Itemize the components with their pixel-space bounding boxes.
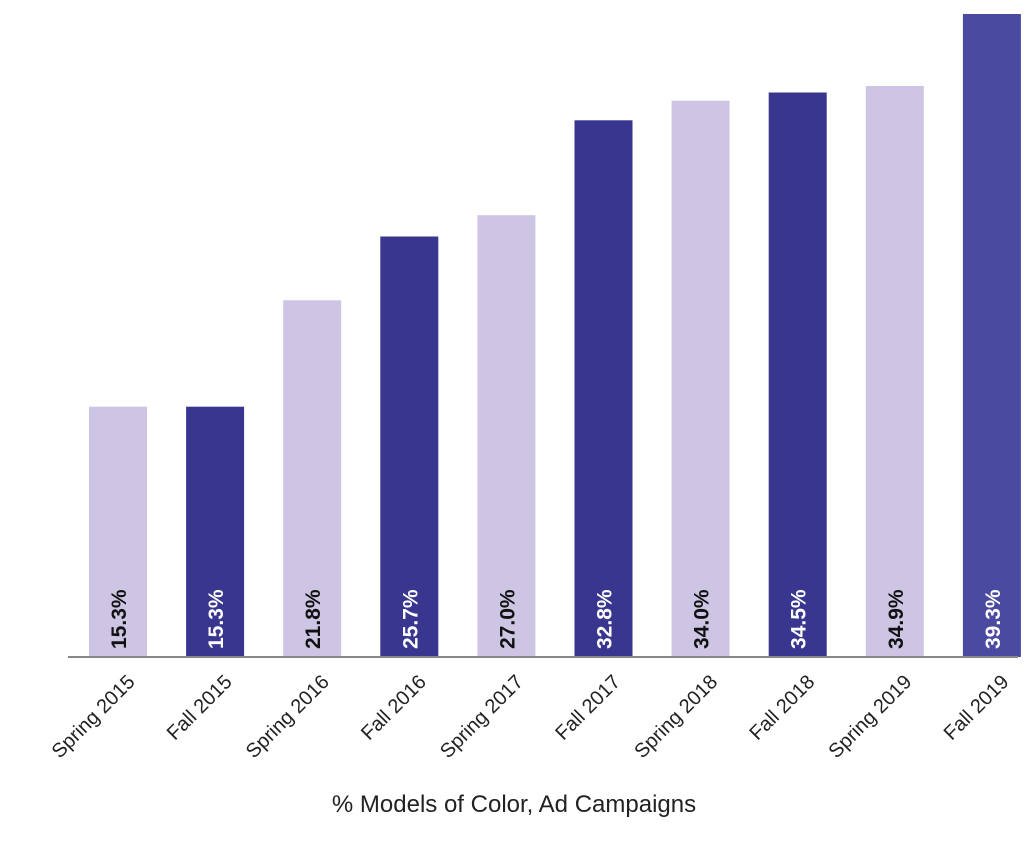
bar-spring-2016 (283, 300, 342, 657)
bar-spring-2018 (671, 100, 730, 657)
bar-fall-2015 (186, 406, 245, 657)
bar-fall-2017 (574, 120, 633, 658)
bar-value-label-spring-2017: 27.0% (496, 589, 519, 649)
x-tick-fall-2015: Fall 2015 (163, 671, 237, 745)
bar-value-label-fall-2016: 25.7% (399, 589, 422, 649)
x-tick-fall-2016: Fall 2016 (357, 671, 431, 745)
x-axis-title: % Models of Color, Ad Campaigns (332, 791, 696, 818)
bar-value-label-spring-2018: 34.0% (691, 589, 714, 649)
x-tick-spring-2016: Spring 2016 (242, 671, 334, 763)
x-tick-labels: Spring 2015 Fall 2015 Spring 2016 Fall 2016… (48, 671, 1014, 763)
bar-value-label-fall-2017: 32.8% (594, 589, 617, 649)
bar-fall-2019 (962, 14, 1021, 657)
x-tick-fall-2017: Fall 2017 (551, 671, 625, 745)
bar-value-label-spring-2015: 15.3% (108, 589, 131, 649)
bar-value-label-spring-2019: 34.9% (885, 589, 908, 649)
bar-value-label-fall-2015: 15.3% (205, 589, 228, 649)
bar-spring-2019 (865, 86, 924, 657)
bar-value-label-fall-2019: 39.3% (982, 589, 1005, 649)
x-tick-spring-2018: Spring 2018 (630, 671, 722, 763)
x-tick-spring-2017: Spring 2017 (436, 671, 528, 763)
x-tick-spring-2019: Spring 2019 (825, 671, 917, 763)
bars-group (89, 14, 1021, 658)
bar-value-label-spring-2016: 21.8% (302, 589, 325, 649)
bar-spring-2015 (89, 406, 147, 657)
x-tick-spring-2015: Spring 2015 (48, 671, 140, 763)
bar-value-label-fall-2018: 34.5% (788, 589, 811, 649)
bar-fall-2018 (768, 92, 827, 657)
x-tick-fall-2019: Fall 2019 (940, 671, 1014, 745)
x-tick-fall-2018: Fall 2018 (745, 671, 819, 745)
bar-spring-2017 (477, 215, 536, 657)
bar-value-labels: 15.3% 15.3% 21.8% 25.7% 27.0% 32.8% 34.0% 34.5%… (108, 589, 1005, 649)
bar-fall-2016 (380, 236, 439, 657)
